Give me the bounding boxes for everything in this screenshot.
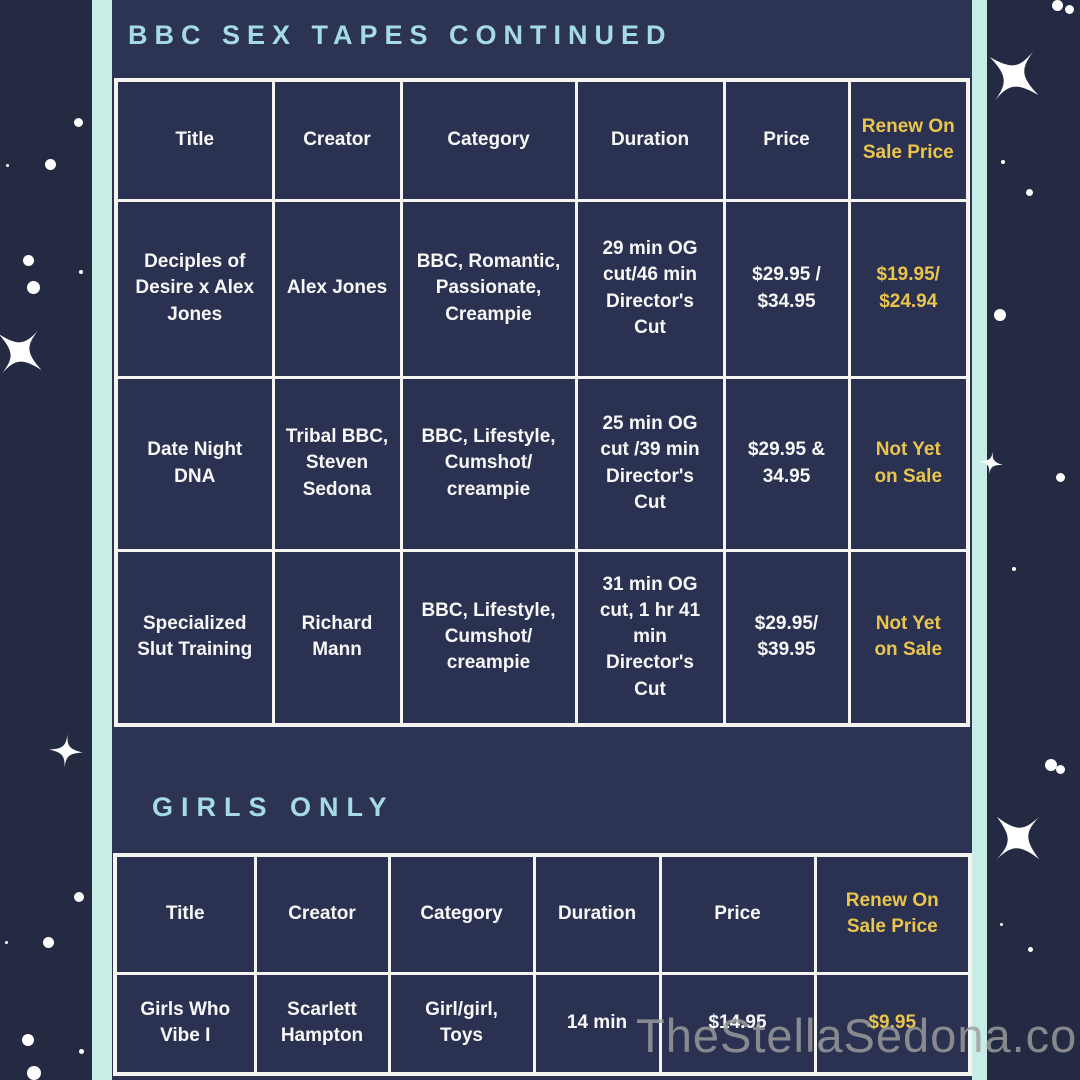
cell-price: $29.95 / $34.95 bbox=[722, 198, 851, 379]
table-header-row: Title Creator Category Duration Price Re… bbox=[113, 853, 972, 975]
star-dot bbox=[79, 270, 83, 274]
star-dot bbox=[1028, 947, 1033, 952]
star-dot bbox=[27, 1066, 41, 1080]
watermark: TheStellaSedona.com bbox=[636, 1009, 1080, 1062]
cell-renew-price: $19.95/ $24.94 bbox=[847, 198, 970, 379]
header-cell-creator: Creator bbox=[271, 78, 403, 202]
star-dot bbox=[1012, 567, 1016, 571]
header-cell-price: Price bbox=[722, 78, 851, 202]
star-dot bbox=[23, 255, 34, 266]
sparkle-icon bbox=[48, 733, 85, 770]
sparkle-icon bbox=[977, 449, 1005, 477]
cell-price: $29.95/ $39.95 bbox=[722, 548, 851, 727]
cell-creator: Richard Mann bbox=[271, 548, 403, 727]
cell-title: Deciples of Desire x Alex Jones bbox=[114, 198, 275, 379]
table-row: Specialized Slut Training Richard Mann B… bbox=[114, 548, 970, 727]
header-cell-price: Price bbox=[658, 853, 817, 975]
cell-creator: Scarlett Hampton bbox=[253, 971, 391, 1076]
cell-duration: 29 min OG cut/46 min Director's Cut bbox=[574, 198, 726, 379]
bbc-tapes-table: Title Creator Category Duration Price Re… bbox=[114, 78, 970, 727]
star-dot bbox=[79, 1049, 84, 1054]
star-dot bbox=[27, 281, 40, 294]
star-dot bbox=[1001, 160, 1005, 164]
star-dot bbox=[994, 309, 1006, 321]
star-dot bbox=[1026, 189, 1033, 196]
star-dot bbox=[74, 118, 83, 127]
header-cell-renew-price: Renew On Sale Price bbox=[813, 853, 972, 975]
table-header-row: Title Creator Category Duration Price Re… bbox=[114, 78, 970, 202]
header-cell-creator: Creator bbox=[253, 853, 391, 975]
cell-category: BBC, Romantic, Passionate, Creampie bbox=[399, 198, 578, 379]
section-title-bbc-tapes: BBC SEX TAPES CONTINUED bbox=[128, 20, 673, 50]
header-cell-renew-price: Renew On Sale Price bbox=[847, 78, 970, 202]
star-dot bbox=[1000, 923, 1003, 926]
star-dot bbox=[5, 941, 8, 944]
cell-duration: 14 min bbox=[532, 971, 662, 1076]
table-row: Date Night DNA Tribal BBC, Steven Sedona… bbox=[114, 375, 970, 552]
header-cell-title: Title bbox=[114, 78, 275, 202]
header-cell-title: Title bbox=[113, 853, 257, 975]
cell-title: Specialized Slut Training bbox=[114, 548, 275, 727]
cell-price: $29.95 & 34.95 bbox=[722, 375, 851, 552]
content-panel: BBC SEX TAPES CONTINUED Title Creator Ca… bbox=[112, 0, 972, 1080]
star-dot bbox=[1045, 759, 1057, 771]
sparkle-icon bbox=[976, 796, 1061, 881]
cell-renew-price: Not Yet on Sale bbox=[847, 375, 970, 552]
sparkle-icon bbox=[0, 313, 59, 392]
cell-category: BBC, Lifestyle, Cumshot/ creampie bbox=[399, 548, 578, 727]
table-row: Deciples of Desire x Alex Jones Alex Jon… bbox=[114, 198, 970, 379]
cell-duration: 25 min OG cut /39 min Director's Cut bbox=[574, 375, 726, 552]
star-dot bbox=[45, 159, 56, 170]
section-title-girls-only: GIRLS ONLY bbox=[152, 792, 395, 822]
table-row: Girls Who Vibe I Scarlett Hampton Girl/g… bbox=[113, 971, 972, 1076]
star-dot bbox=[1052, 0, 1063, 11]
cell-renew-price: $9.95 bbox=[813, 971, 972, 1076]
cell-creator: Alex Jones bbox=[271, 198, 403, 379]
cell-duration: 31 min OG cut, 1 hr 41 min Director's Cu… bbox=[574, 548, 726, 727]
star-dot bbox=[1056, 765, 1065, 774]
cell-category: BBC, Lifestyle, Cumshot/ creampie bbox=[399, 375, 578, 552]
cell-renew-price: Not Yet on Sale bbox=[847, 548, 970, 727]
header-cell-duration: Duration bbox=[532, 853, 662, 975]
sparkle-icon bbox=[970, 32, 1057, 119]
star-dot bbox=[1065, 5, 1074, 14]
star-dot bbox=[1056, 473, 1065, 482]
header-cell-category: Category bbox=[399, 78, 578, 202]
cell-category: Girl/girl, Toys bbox=[387, 971, 536, 1076]
girls-only-table: Title Creator Category Duration Price Re… bbox=[113, 853, 972, 1076]
star-dot bbox=[6, 164, 9, 167]
cell-price: $14.95 bbox=[658, 971, 817, 1076]
star-dot bbox=[74, 892, 84, 902]
cell-title: Date Night DNA bbox=[114, 375, 275, 552]
cell-title: Girls Who Vibe I bbox=[113, 971, 257, 1076]
star-dot bbox=[22, 1034, 34, 1046]
header-cell-category: Category bbox=[387, 853, 536, 975]
cell-creator: Tribal BBC, Steven Sedona bbox=[271, 375, 403, 552]
star-dot bbox=[43, 937, 54, 948]
header-cell-duration: Duration bbox=[574, 78, 726, 202]
